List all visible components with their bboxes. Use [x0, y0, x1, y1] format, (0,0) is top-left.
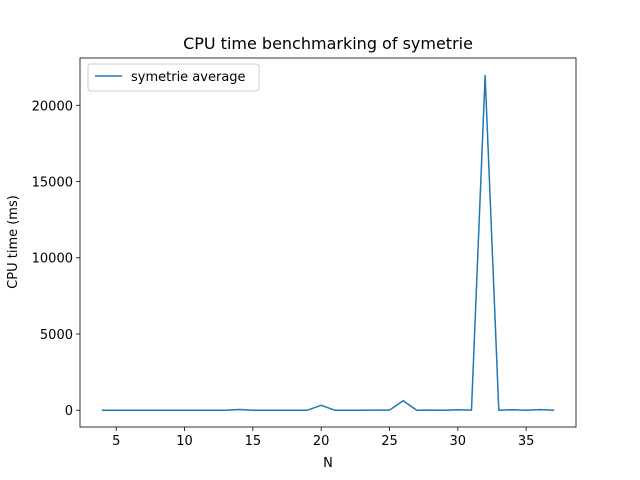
x-tick-label: 35: [518, 434, 535, 449]
y-axis-label: CPU time (ms): [6, 195, 21, 289]
legend-box: [87, 63, 260, 92]
x-tick-label: 15: [245, 434, 262, 449]
x-tick-label: 30: [450, 434, 467, 449]
y-tick-label: 20000: [32, 99, 73, 114]
x-tick-label: 25: [381, 434, 398, 449]
plot-area: 5 10 15 20 25 30 35 0 5000 10000 15000 20000 symetri…: [32, 57, 577, 449]
x-tick-label: 10: [176, 434, 193, 449]
legend-label: symetrie average: [131, 70, 246, 85]
y-tick-label: 5000: [40, 328, 73, 343]
y-tick-label: 10000: [32, 252, 73, 267]
chart-title: CPU time benchmarking of symetrie: [183, 34, 473, 53]
y-tick-label: 15000: [32, 176, 73, 191]
x-axis-label: N: [323, 456, 333, 471]
series-line-symetrie-average: [101, 74, 555, 412]
x-tick-label: 5: [112, 434, 120, 449]
x-tick-label: 20: [313, 434, 330, 449]
legend: symetrie average: [87, 63, 260, 92]
y-tick-label: 0: [65, 404, 73, 419]
axes-frame: [79, 57, 577, 428]
